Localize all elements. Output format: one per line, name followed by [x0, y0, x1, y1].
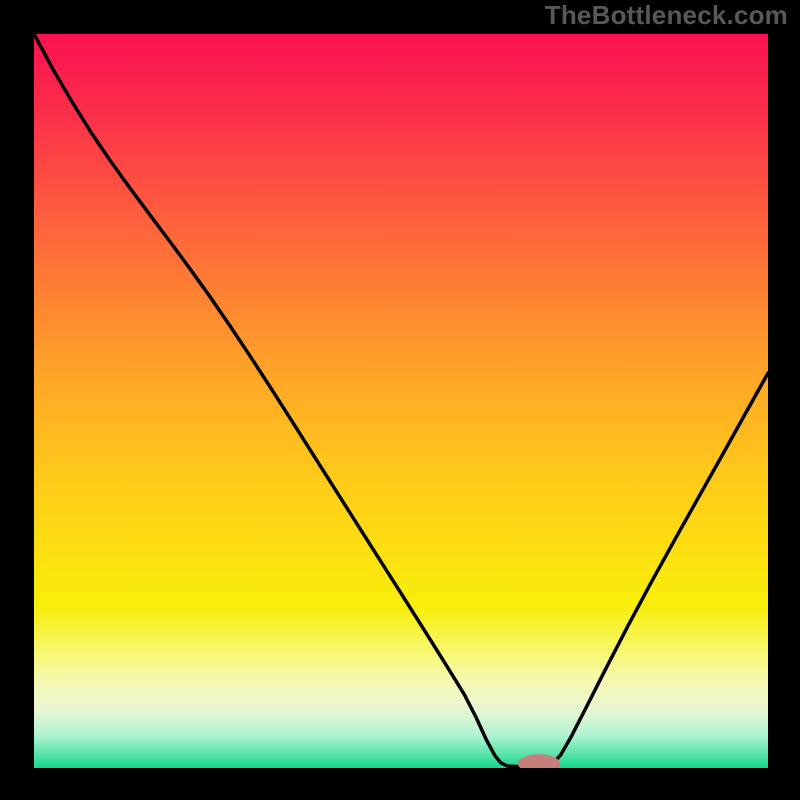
optimal-point-marker	[518, 755, 559, 768]
chart-frame	[34, 34, 768, 768]
gradient-background	[34, 34, 768, 768]
bottleneck-curve-chart	[34, 34, 768, 768]
watermark-label: TheBottleneck.com	[545, 0, 788, 31]
